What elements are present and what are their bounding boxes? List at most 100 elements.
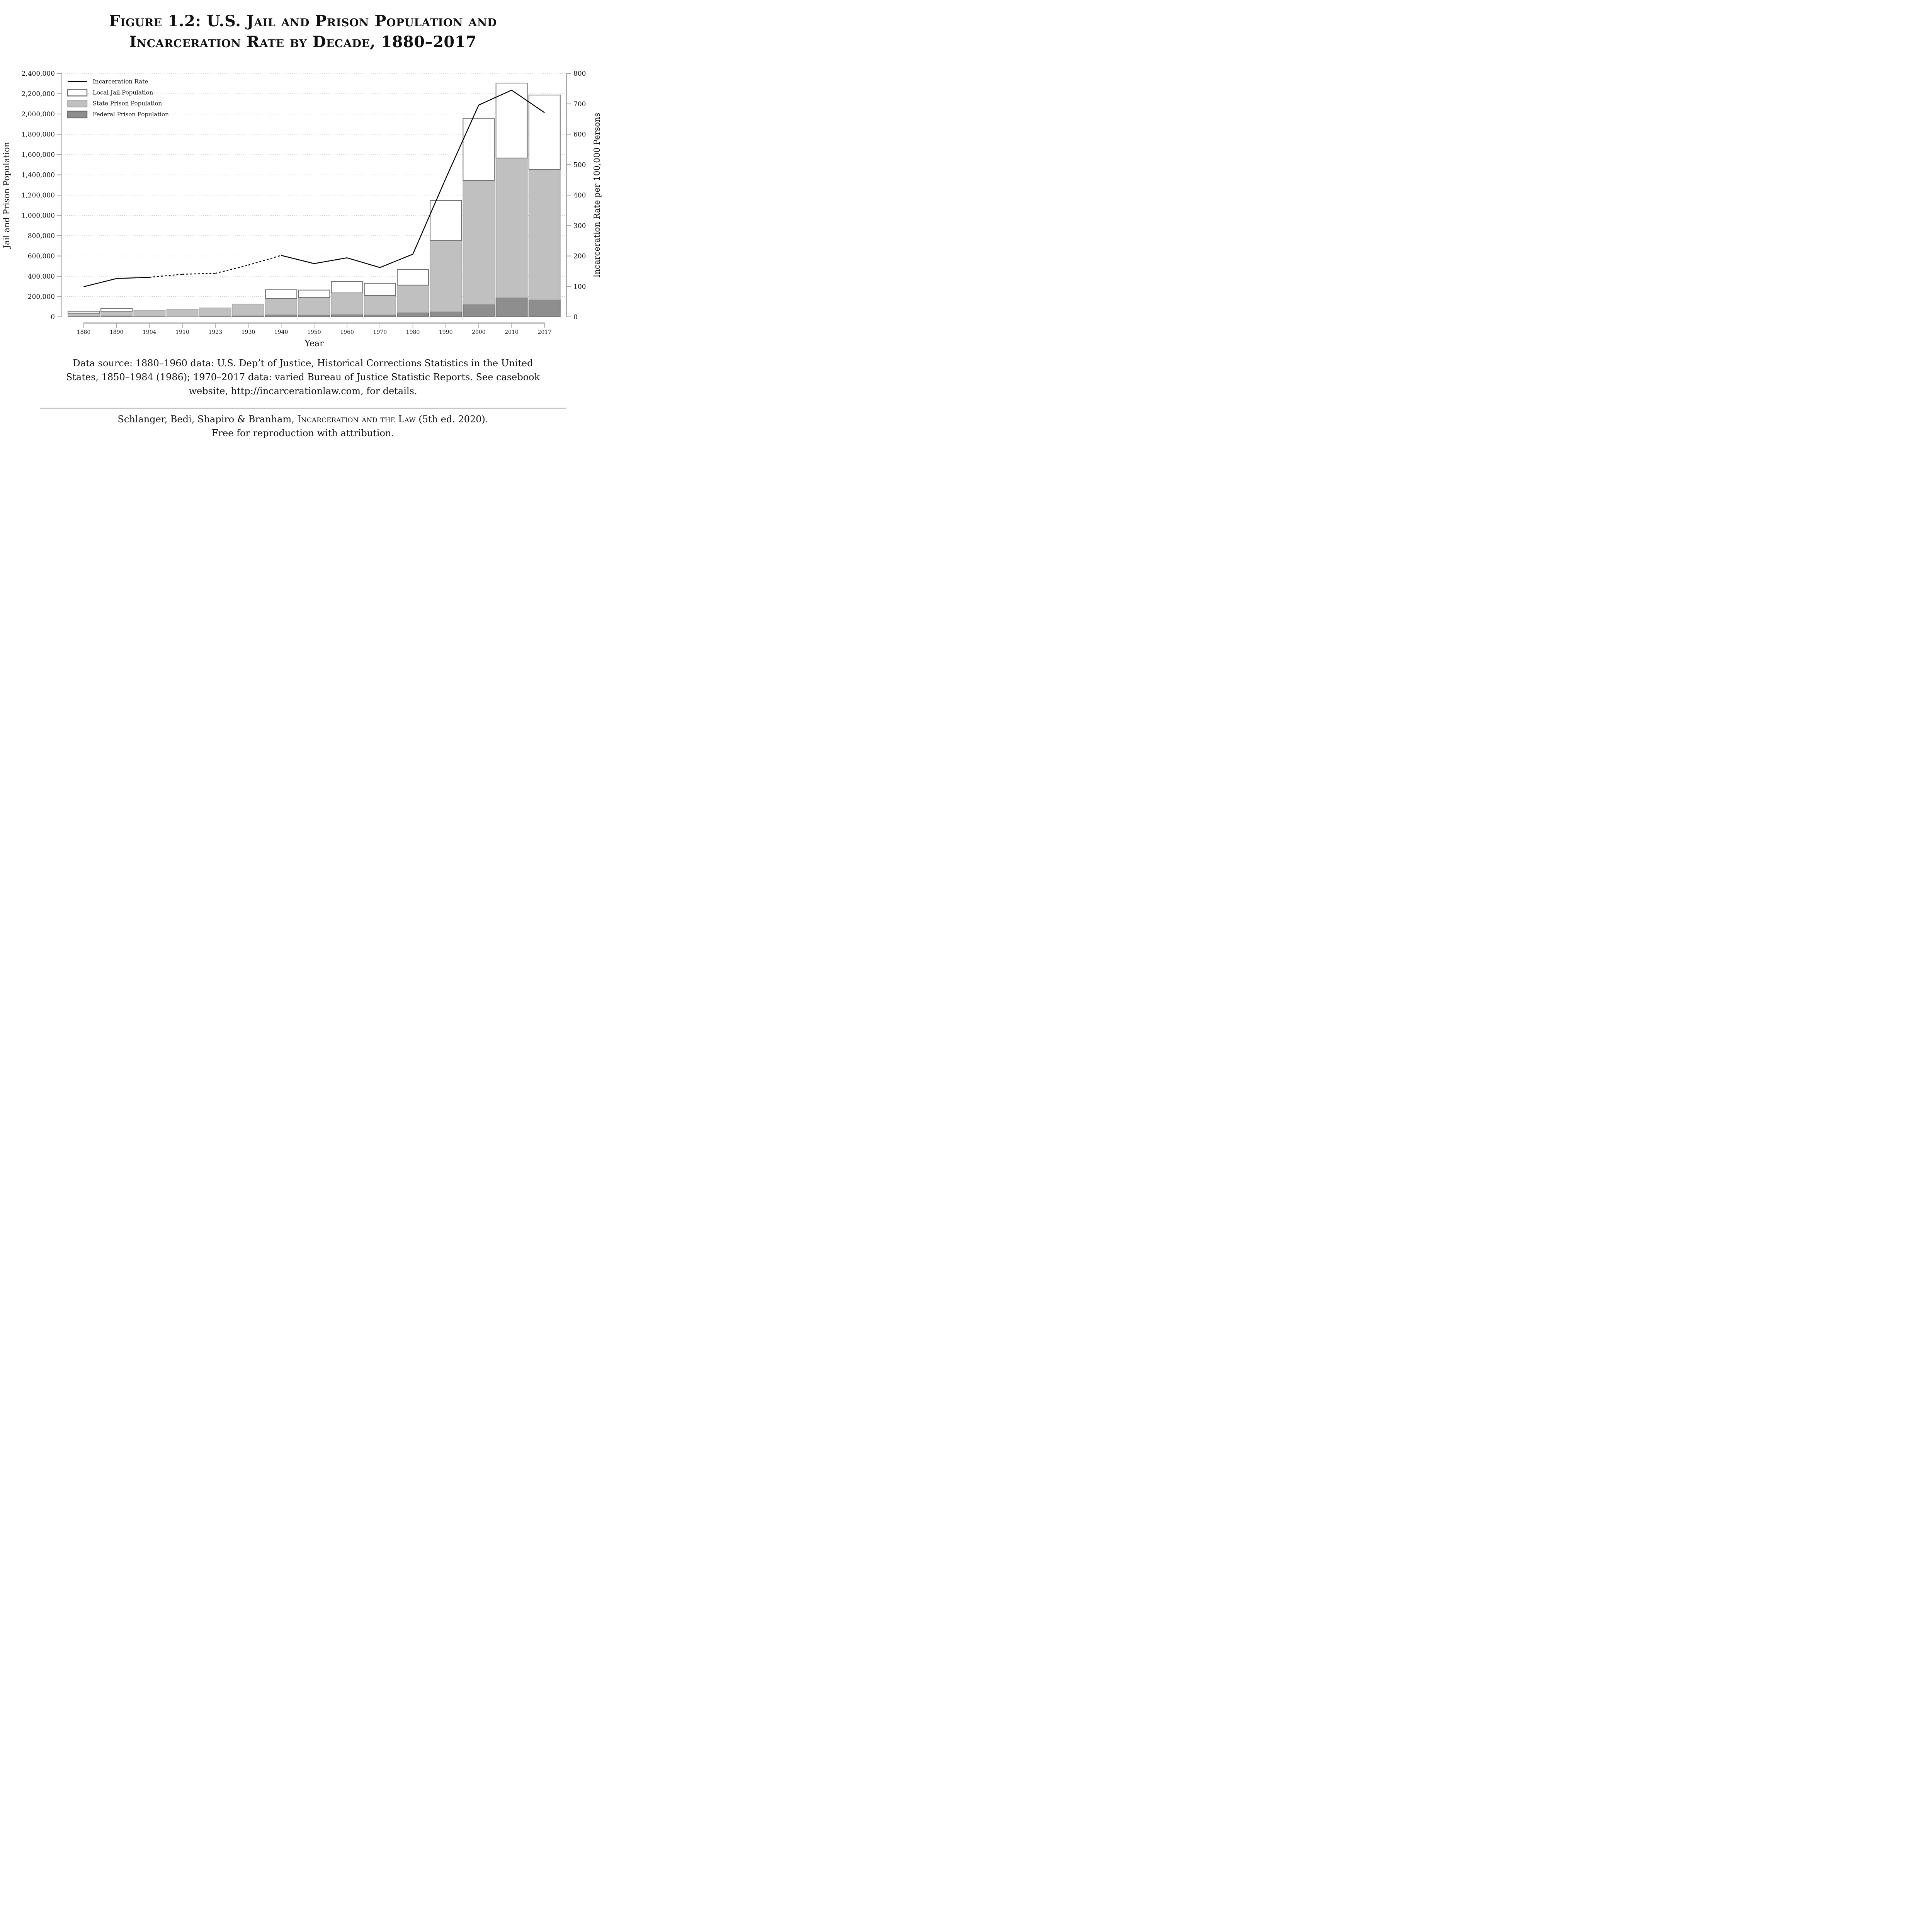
bar-state-1980 [397,284,429,313]
y-tick-label-right: 600 [573,131,586,139]
legend-swatch-federal [67,111,88,119]
x-tick-label: 1904 [143,329,156,335]
bar-state-1990 [430,240,462,312]
y-tick-label-right: 0 [573,313,578,321]
bar-federal-2017 [528,299,561,318]
bar-federal-1980 [397,312,429,317]
rate-line-segment [215,264,248,274]
rate-line-segment [379,253,413,268]
y-tick-label-left: 800,000 [28,232,55,240]
y-tick-label-left: 1,400,000 [21,172,55,179]
rate-line-segment [347,257,380,268]
bar-state-1930 [232,303,264,316]
x-tick-label: 1890 [110,329,124,335]
legend-swatch-state [67,100,88,107]
bar-state-1904 [133,310,166,317]
y-tick-label-left: 2,000,000 [21,111,55,118]
x-tick-label: 1960 [340,329,354,335]
y-tick-label-right: 500 [573,161,586,169]
x-tick-label: 1990 [439,329,453,335]
bar-state-1940 [265,298,298,315]
y-tick-label-right: 700 [573,100,586,108]
y-tick-label-left: 2,200,000 [21,90,55,98]
rate-line-segment [412,178,446,255]
rate-line-segment [149,274,183,278]
chart-title-line-2: Incarceration Rate by Decade, 1880–2017 [129,33,477,51]
bar-state-1960 [331,293,363,315]
rate-line-segment [314,257,347,264]
bar-jail-1950 [298,289,330,298]
bar-jail-1990 [430,200,462,241]
y-tick-label-left: 1,800,000 [21,131,55,139]
citation: Schlanger, Bedi, Shapiro & Branham, Inca… [39,412,567,440]
y-tick-label-right: 200 [573,253,586,260]
y-tick-label-left: 200,000 [28,293,55,301]
bar-jail-1880 [68,311,100,314]
rate-line-segment [182,273,216,275]
legend-label: State Prison Population [93,100,162,107]
legend-label: Federal Prison Population [93,111,169,118]
bar-state-2010 [495,157,528,298]
bar-state-2000 [463,180,495,304]
bar-state-1970 [364,295,396,315]
bar-state-1923 [199,307,231,316]
bar-jail-1980 [397,269,429,286]
bar-federal-1960 [331,313,363,317]
y-tick-label-left: 2,400,000 [21,70,55,78]
y-tick-label-left: 1,000,000 [21,212,55,220]
legend-label: Incarceration Rate [93,78,148,85]
x-tick-label: 1980 [406,329,420,335]
bar-jail-1960 [331,281,363,294]
y-tick-label-right: 800 [573,70,586,78]
citation-line-2: Free for reproduction with attribution. [211,428,395,439]
y-tick-label-right: 100 [573,283,586,291]
chart-title-line-1: Figure 1.2: U.S. Jail and Prison Populat… [109,12,497,30]
x-tick-label: 1950 [307,329,321,335]
chart: 0 200,000 400,000 600,000 800,000 1,000,000 1,… [2,70,602,349]
rate-line-segment [116,277,150,279]
citation-edition: (5th ed. 2020). [415,414,488,425]
rate-line-segment [281,255,315,264]
x-tick-label: 1923 [208,329,222,335]
y-tick-label-left: 0 [51,313,55,321]
x-tick-label: 2010 [505,329,519,335]
y-tick-label-left: 1,600,000 [21,151,55,159]
bar-state-1950 [298,297,330,316]
bar-jail-1940 [265,289,298,299]
citation-line-1: Schlanger, Bedi, Shapiro & Branham, Inca… [39,412,567,426]
rate-line-segment [248,255,282,266]
x-tick-label: 1970 [373,329,387,335]
bar-jail-1970 [364,283,396,296]
bar-state-1880 [68,313,100,316]
y-tick-label-left: 1,200,000 [21,192,55,199]
legend-swatch-jail [67,89,88,97]
x-tick-label: 2000 [472,329,486,335]
bars [68,82,561,318]
bar-federal-1990 [430,311,462,318]
legend: Incarceration Rate Local Jail Population S… [67,78,169,119]
citation-book: Incarceration and the Law [297,414,416,425]
incarceration-rate-line [83,90,545,287]
x-axis-label: Year [304,339,324,349]
bar-jail-1890 [100,308,133,312]
source-line-3: website, http://incarcerationlaw.com, fo… [189,386,417,396]
legend-label: Local Jail Population [93,89,153,96]
x-tick-label: 1880 [77,329,91,335]
bar-federal-2010 [495,297,528,317]
x-tick-label: 2017 [537,329,551,335]
bar-jail-2010 [495,82,528,158]
y-tick-label-right: 300 [573,222,586,230]
bar-state-1910 [166,309,199,317]
citation-authors: Schlanger, Bedi, Shapiro & Branham, [117,414,298,425]
y-axis-label-left: Jail and Prison Population [2,142,11,249]
x-tick-label: 1940 [274,329,288,335]
rate-line-segment [478,90,512,105]
bar-state-1890 [100,311,133,316]
rate-line-segment [83,278,117,287]
rate-line-segment [445,105,479,179]
y-tick-label-left: 400,000 [28,273,55,281]
rate-line-segment [511,90,545,113]
source-line-2: States, 1850–1984 (1986); 1970–2017 data… [66,372,540,383]
y-tick-label-left: 600,000 [28,253,55,260]
x-tick-label: 1910 [175,329,189,335]
